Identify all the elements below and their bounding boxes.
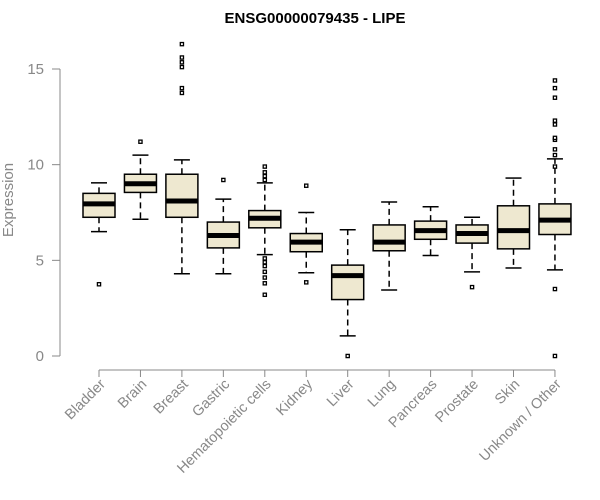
chart-title: ENSG00000079435 - LIPE	[225, 10, 406, 27]
box-pancreas	[413, 206, 448, 257]
x-tick-label: Breast	[151, 377, 192, 418]
outlier-point	[262, 281, 268, 286]
outlier-point	[179, 64, 185, 70]
outlier-point	[552, 353, 558, 359]
x-tick-label: Lung	[365, 377, 399, 411]
box-brain	[123, 139, 158, 220]
y-axis-label: Expression	[0, 163, 17, 237]
outlier-point	[179, 90, 185, 96]
outlier-point	[96, 281, 102, 287]
box-prostate	[455, 216, 489, 290]
outlier-point	[552, 286, 558, 292]
box-iqr	[496, 205, 531, 250]
box-lung	[372, 201, 406, 291]
x-tick-label: Skin	[492, 377, 523, 408]
x-tick-label: Liver	[324, 376, 358, 410]
outlier-point	[179, 85, 185, 91]
outlier-point	[552, 95, 558, 100]
x-tick-label: Bladder	[62, 376, 109, 423]
outlier-point	[552, 122, 558, 127]
outlier-point	[552, 147, 558, 152]
outlier-point	[552, 135, 558, 141]
outlier-point	[262, 170, 268, 175]
box-gastric	[206, 177, 241, 275]
outlier-point	[179, 60, 185, 65]
outlier-point	[138, 139, 143, 144]
box-unknown-other	[538, 78, 572, 359]
box-kidney	[289, 183, 323, 285]
box-iqr	[330, 264, 365, 301]
y-tick-label: 15	[27, 61, 44, 78]
outlier-point	[552, 118, 558, 123]
x-tick-label: Prostate	[432, 377, 481, 426]
x-tick-label: Kidney	[273, 376, 316, 419]
outlier-point	[345, 353, 350, 359]
outlier-point	[469, 284, 475, 290]
outlier-point	[262, 164, 268, 169]
box-iqr	[165, 173, 199, 219]
y-tick-label: 0	[36, 348, 44, 365]
outlier-point	[262, 292, 268, 298]
box-iqr	[372, 224, 406, 252]
box-bladder	[82, 182, 116, 287]
box-breast	[165, 41, 199, 275]
outlier-point	[262, 256, 268, 261]
box-hematopoietic-cells	[248, 164, 282, 298]
outlier-point	[552, 78, 558, 83]
outlier-point	[179, 55, 185, 60]
outlier-point	[262, 177, 268, 183]
outlier-point	[552, 152, 558, 158]
outlier-point	[221, 177, 226, 183]
y-tick-label: 10	[27, 157, 44, 174]
box-liver	[330, 228, 365, 359]
x-tick-label: Brain	[115, 377, 150, 412]
y-axis: 0 5 10 15	[27, 61, 61, 365]
outlier-point	[262, 275, 268, 280]
outlier-point	[552, 85, 558, 91]
outlier-point	[262, 269, 268, 275]
outlier-point	[262, 263, 268, 269]
outlier-point	[303, 183, 309, 188]
outlier-point	[552, 164, 558, 169]
outlier-point	[179, 41, 185, 47]
boxes-group	[82, 41, 572, 359]
outlier-point	[262, 259, 268, 265]
box-skin	[496, 177, 531, 269]
y-tick-label: 5	[36, 252, 44, 269]
outlier-point	[262, 173, 268, 179]
outlier-point	[303, 280, 309, 285]
